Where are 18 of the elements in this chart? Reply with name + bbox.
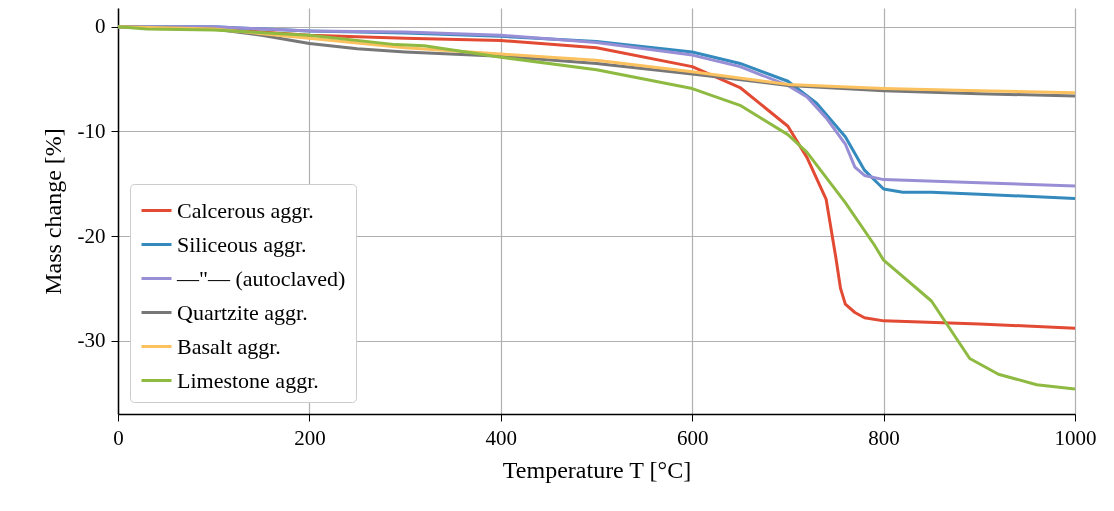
x-tick-label: 0 (113, 425, 124, 450)
legend-label: Quartzite aggr. (177, 299, 308, 325)
x-tick-label: 800 (868, 425, 900, 450)
legend-label: Siliceous aggr. (177, 231, 307, 257)
x-tick-label: 200 (294, 425, 326, 450)
y-axis-title: Mass change [%] (39, 128, 66, 295)
x-tick-label: 1000 (1054, 425, 1097, 450)
y-tick-label: -10 (77, 118, 106, 143)
legend-label: Limestone aggr. (177, 367, 319, 393)
legend-label: Calcerous aggr. (177, 197, 314, 223)
legend-label: Basalt aggr. (177, 333, 281, 359)
legend-label: —"— (autoclaved) (176, 265, 346, 291)
x-tick-label: 600 (676, 425, 709, 450)
y-tick-label: 0 (95, 14, 106, 39)
x-tick-label: 400 (485, 425, 518, 450)
x-axis-title: Temperature T [°C] (502, 456, 692, 483)
y-tick-label: -30 (77, 328, 106, 353)
y-tick-label: -20 (77, 223, 106, 248)
